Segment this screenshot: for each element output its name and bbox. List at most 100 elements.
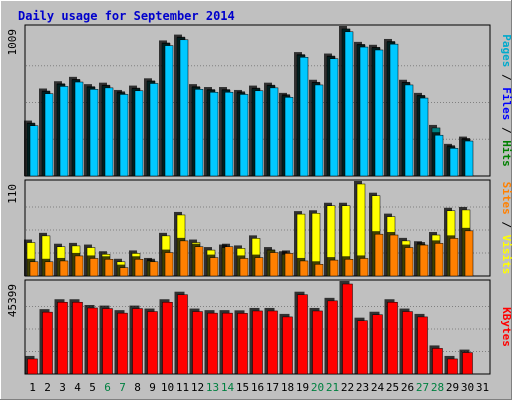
bar-files (149, 83, 159, 177)
x-tick-label: 5 (89, 381, 96, 394)
x-tick-label: 28 (431, 381, 444, 394)
bar-files (179, 39, 189, 177)
x-tick-label: 9 (149, 381, 156, 394)
bar-kbytes (57, 301, 68, 375)
x-tick-label: 19 (296, 381, 309, 394)
bar-kbytes (342, 283, 353, 375)
bar-sites (254, 257, 264, 277)
bar-kbytes (387, 301, 398, 375)
bar-files (299, 57, 309, 177)
bar-sites (149, 261, 159, 277)
bar-files (284, 97, 294, 177)
bar-sites (89, 258, 99, 277)
bar-kbytes (447, 358, 458, 375)
bar-files (29, 125, 39, 177)
bar-kbytes (117, 312, 128, 375)
bar-sites (314, 264, 324, 277)
bar-files (134, 90, 144, 177)
legend-part: Visits (500, 235, 512, 275)
bar-files (359, 46, 369, 177)
x-tick-label: 18 (281, 381, 294, 394)
x-tick-label: 29 (446, 381, 459, 394)
bar-sites (29, 261, 39, 277)
y-max-label-middle: 110 (6, 184, 19, 204)
x-tick-label: 15 (236, 381, 249, 394)
x-tick-label: 27 (416, 381, 429, 394)
bar-sites (329, 259, 339, 277)
legend-label-bottom: KBytes (500, 307, 512, 347)
bar-kbytes (462, 352, 473, 375)
x-tick-label: 23 (356, 381, 369, 394)
bar-files (194, 89, 204, 177)
bar-kbytes (87, 307, 98, 375)
bar-files (164, 45, 174, 177)
bar-files (89, 89, 99, 177)
bar-files (419, 97, 429, 177)
bar-kbytes (27, 358, 38, 375)
bar-sites (209, 257, 219, 277)
bar-kbytes (402, 311, 413, 375)
bar-files (104, 87, 114, 177)
chart-title: Daily usage for September 2014 (18, 9, 235, 23)
bar-files (374, 49, 384, 177)
x-tick-label: 13 (206, 381, 219, 394)
bar-files (224, 91, 234, 177)
bar-sites (119, 267, 129, 277)
legend-part: / (500, 215, 512, 235)
bar-files (239, 94, 249, 177)
x-tick-label: 4 (74, 381, 81, 394)
bar-sites (239, 258, 249, 277)
y-max-label-bottom: 45399 (6, 284, 19, 317)
legend-part: / (500, 67, 512, 87)
bar-kbytes (282, 316, 293, 375)
bar-kbytes (222, 312, 233, 375)
bar-files (434, 134, 444, 177)
bar-sites (194, 246, 204, 277)
x-tick-label: 16 (251, 381, 264, 394)
legend-part: KBytes (500, 307, 512, 347)
x-tick-label: 30 (461, 381, 474, 394)
bar-kbytes (327, 300, 338, 375)
x-tick-label: 26 (401, 381, 414, 394)
x-tick-label: 1 (29, 381, 36, 394)
bar-kbytes (237, 313, 248, 375)
bar-files (209, 91, 219, 177)
panel-top: 1009 Pages / Files / Hits (6, 24, 512, 177)
bar-files (314, 84, 324, 177)
bar-kbytes (297, 294, 308, 375)
bar-files (329, 58, 339, 177)
bar-sites (74, 255, 84, 277)
bar-sites (44, 261, 54, 277)
panel-middle: 110 Sites / Visits (6, 179, 512, 277)
bar-sites (389, 234, 399, 277)
bar-sites (464, 230, 474, 277)
bar-kbytes (432, 348, 443, 375)
bar-sites (59, 260, 69, 277)
x-axis-labels: 1 2 3 4 5 6 7 8 9 10 11 12 13 14 15 16 17 18 19 20 21 22 23 24 2… (29, 381, 489, 394)
bar-kbytes (207, 312, 218, 375)
bar-kbytes (147, 311, 158, 375)
bar-files (464, 140, 474, 177)
bar-sites (449, 238, 459, 277)
x-tick-label: 21 (326, 381, 339, 394)
bar-sites (284, 253, 294, 277)
bar-kbytes (132, 308, 143, 375)
bar-sites (344, 259, 354, 277)
x-tick-label: 14 (221, 381, 235, 394)
x-tick-label: 12 (191, 381, 204, 394)
bar-files (119, 94, 129, 177)
bar-sites (134, 259, 144, 277)
bar-sites (179, 240, 189, 277)
bar-sites (164, 252, 174, 277)
legend-part: Files (500, 87, 512, 120)
bar-files (344, 31, 354, 177)
bar-kbytes (252, 310, 263, 375)
bar-kbytes (102, 308, 113, 375)
bar-sites (299, 260, 309, 277)
bar-files (74, 81, 84, 177)
bar-kbytes (162, 301, 173, 375)
x-tick-label: 7 (119, 381, 126, 394)
legend-part: Hits (500, 140, 512, 167)
bar-sites (419, 244, 429, 277)
